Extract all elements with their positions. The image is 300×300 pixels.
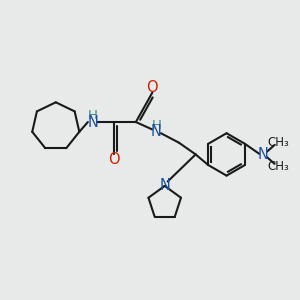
Text: N: N	[159, 178, 170, 193]
Text: O: O	[146, 80, 158, 95]
Text: N: N	[151, 124, 162, 139]
Text: CH₃: CH₃	[267, 160, 289, 173]
Text: O: O	[108, 152, 120, 167]
Text: H: H	[88, 109, 98, 122]
Text: H: H	[152, 119, 161, 132]
Text: CH₃: CH₃	[267, 136, 289, 148]
Text: N: N	[87, 115, 98, 130]
Text: N: N	[258, 147, 269, 162]
